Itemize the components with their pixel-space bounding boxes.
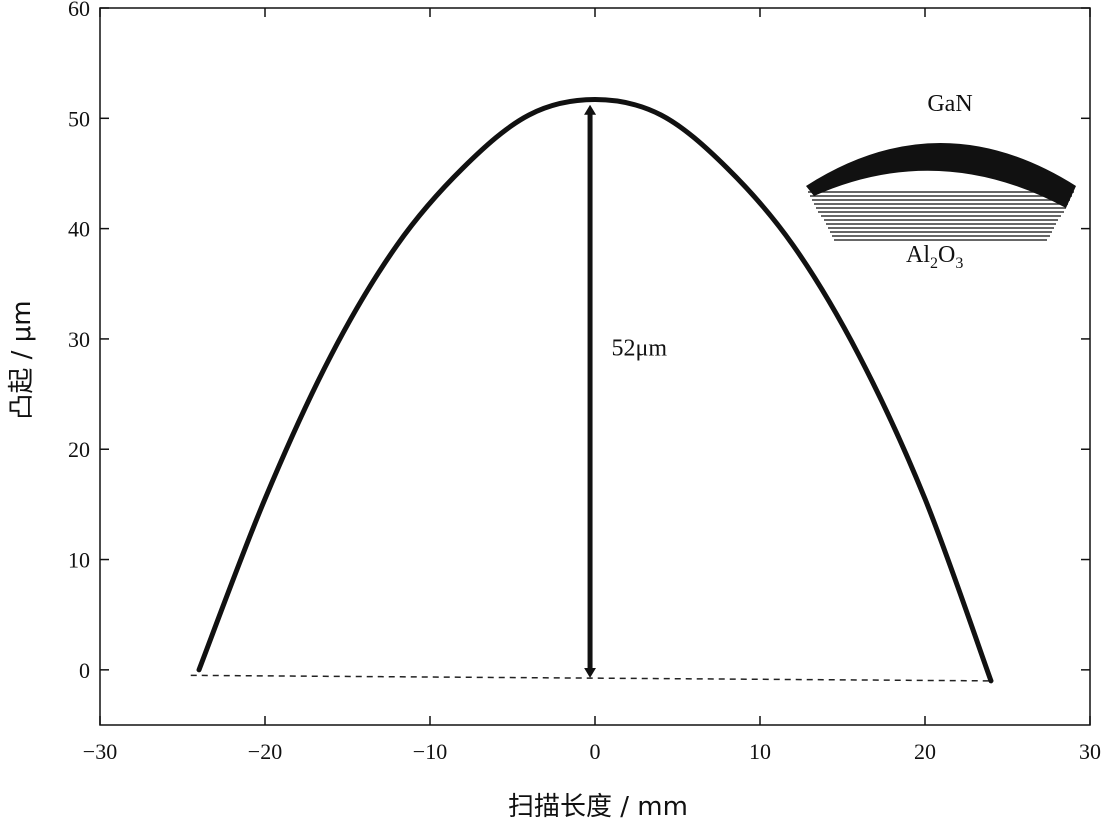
y-axis: 0 10 20 30 40 50 60 xyxy=(68,0,1090,683)
x-tick-label: −30 xyxy=(83,739,117,764)
x-axis-title: 扫描长度 / mm xyxy=(508,792,688,822)
x-tick-label: −20 xyxy=(248,739,282,764)
series-layer xyxy=(190,97,994,684)
y-tick-label: 20 xyxy=(68,437,90,462)
height-label: 52μm xyxy=(612,335,668,361)
y-tick-label: 10 xyxy=(68,548,90,573)
baseline-dashed xyxy=(190,674,992,682)
y-axis-title: 凸起 / μm xyxy=(7,300,37,419)
x-tick-label: 20 xyxy=(914,739,936,764)
y-tick-label: 50 xyxy=(68,106,90,131)
gan-label: GaN xyxy=(927,91,972,117)
wafer-inset: GaN Al2O3 xyxy=(806,91,1076,272)
y-tick-label: 30 xyxy=(68,327,90,352)
al2o3-substrate xyxy=(808,191,1074,241)
gan-layer xyxy=(806,143,1076,208)
x-tick-label: 0 xyxy=(590,739,601,764)
y-tick-label: 0 xyxy=(79,658,90,683)
x-tick-label: 10 xyxy=(749,739,771,764)
profile-curve xyxy=(196,97,994,684)
y-tick-label: 40 xyxy=(68,217,90,242)
x-tick-label: −10 xyxy=(413,739,447,764)
x-tick-label: 30 xyxy=(1079,739,1101,764)
y-tick-label: 60 xyxy=(68,0,90,21)
al2o3-label: Al2O3 xyxy=(906,242,963,272)
x-axis: −30 −20 −10 0 10 20 30 xyxy=(83,8,1101,764)
